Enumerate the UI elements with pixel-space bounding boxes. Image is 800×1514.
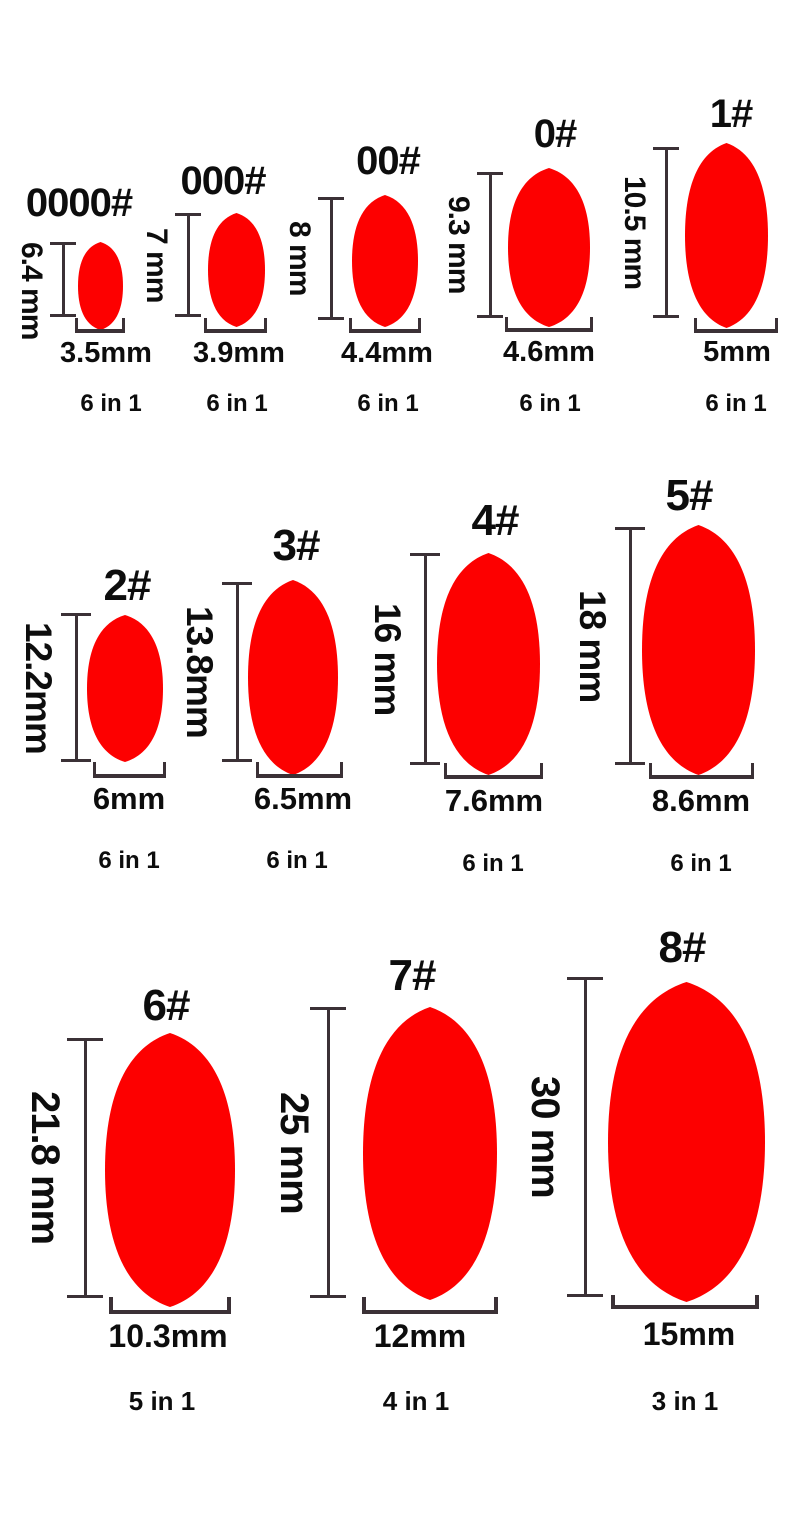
width-dimension-bracket bbox=[444, 763, 543, 779]
red-oval-float bbox=[87, 615, 163, 762]
width-dimension-label: 12mm bbox=[373, 1318, 467, 1354]
pack-count-label: 6 in 1 bbox=[80, 390, 142, 417]
height-dimension-label: 30 mm bbox=[523, 1076, 567, 1198]
width-dimension-bracket bbox=[75, 318, 125, 333]
size-number-label: 0000# bbox=[25, 181, 133, 225]
size-number-label: 8# bbox=[658, 923, 707, 972]
height-dimension-label: 18 mm bbox=[572, 589, 613, 703]
width-dimension-label: 10.3mm bbox=[108, 1318, 228, 1354]
width-dimension-bracket bbox=[694, 318, 778, 333]
pack-count-label: 3 in 1 bbox=[651, 1386, 719, 1416]
pack-count-label: 4 in 1 bbox=[382, 1386, 450, 1416]
height-dimension-label: 25 mm bbox=[272, 1091, 316, 1214]
width-dimension-bracket bbox=[256, 762, 343, 778]
size-number-label: 1# bbox=[709, 92, 753, 136]
height-dimension-line bbox=[175, 213, 201, 317]
height-dimension-label: 10.5 mm bbox=[618, 175, 651, 290]
red-oval-float bbox=[685, 143, 768, 328]
width-dimension-bracket bbox=[505, 317, 593, 332]
height-dimension-label: 16 mm bbox=[367, 602, 408, 716]
width-dimension-label: 3.5mm bbox=[60, 337, 152, 369]
pack-count-label: 6 in 1 bbox=[670, 850, 732, 877]
height-dimension-line bbox=[653, 147, 679, 318]
height-dimension-line bbox=[615, 527, 645, 765]
height-dimension-line bbox=[477, 172, 503, 318]
height-dimension-label: 6.4 mm bbox=[15, 242, 48, 340]
red-oval-float bbox=[352, 195, 418, 327]
pack-count-label: 6 in 1 bbox=[98, 847, 160, 874]
size-number-label: 6# bbox=[142, 981, 191, 1030]
pack-count-label: 6 in 1 bbox=[519, 390, 581, 417]
pack-count-label: 6 in 1 bbox=[266, 847, 328, 874]
size-number-label: 2# bbox=[103, 561, 152, 610]
width-dimension-label: 5mm bbox=[703, 336, 771, 368]
height-dimension-line bbox=[222, 582, 252, 762]
size-number-label: 3# bbox=[272, 521, 321, 570]
height-dimension-line bbox=[410, 553, 440, 765]
pack-count-label: 6 in 1 bbox=[462, 850, 524, 877]
width-dimension-label: 6.5mm bbox=[253, 781, 353, 816]
height-dimension-label: 8 mm bbox=[283, 221, 316, 296]
size-number-label: 4# bbox=[471, 496, 520, 545]
width-dimension-label: 6mm bbox=[92, 781, 166, 816]
height-dimension-line bbox=[310, 1007, 346, 1298]
height-dimension-label: 12.2mm bbox=[18, 621, 59, 754]
height-dimension-label: 21.8 mm bbox=[23, 1091, 67, 1245]
height-dimension-line bbox=[318, 197, 344, 320]
red-oval-float bbox=[248, 580, 338, 775]
height-dimension-label: 9.3 mm bbox=[442, 196, 475, 294]
pack-count-label: 6 in 1 bbox=[206, 390, 268, 417]
width-dimension-label: 4.6mm bbox=[503, 336, 595, 368]
height-dimension-label: 13.8mm bbox=[179, 606, 220, 738]
red-oval-float bbox=[642, 525, 755, 775]
width-dimension-label: 7.6mm bbox=[444, 783, 544, 818]
height-dimension-line bbox=[567, 977, 603, 1297]
height-dimension-label: 7 mm bbox=[140, 227, 173, 303]
width-dimension-bracket bbox=[362, 1297, 498, 1314]
height-dimension-line bbox=[67, 1038, 103, 1298]
width-dimension-bracket bbox=[611, 1295, 759, 1309]
size-number-label: 0# bbox=[533, 112, 577, 156]
width-dimension-bracket bbox=[93, 762, 166, 778]
red-oval-float bbox=[105, 1033, 235, 1307]
height-dimension-line bbox=[50, 242, 76, 317]
pack-count-label: 6 in 1 bbox=[357, 390, 419, 417]
red-oval-float bbox=[508, 168, 590, 327]
red-oval-float bbox=[363, 1007, 497, 1300]
size-number-label: 5# bbox=[665, 471, 714, 520]
size-number-label: 000# bbox=[180, 159, 267, 203]
width-dimension-bracket bbox=[109, 1297, 231, 1314]
size-number-label: 7# bbox=[388, 951, 437, 1000]
width-dimension-bracket bbox=[349, 318, 421, 333]
width-dimension-bracket bbox=[649, 763, 754, 779]
size-number-label: 00# bbox=[356, 139, 421, 183]
pack-count-label: 5 in 1 bbox=[128, 1386, 196, 1416]
red-oval-float bbox=[78, 242, 123, 330]
pack-count-label: 6 in 1 bbox=[705, 390, 767, 417]
red-oval-float bbox=[608, 982, 765, 1302]
red-oval-float bbox=[437, 553, 540, 775]
red-oval-float bbox=[208, 213, 265, 327]
width-dimension-label: 3.9mm bbox=[193, 337, 285, 369]
width-dimension-label: 4.4mm bbox=[341, 337, 433, 369]
width-dimension-bracket bbox=[204, 318, 267, 333]
width-dimension-label: 8.6mm bbox=[651, 783, 751, 818]
width-dimension-label: 15mm bbox=[642, 1316, 736, 1352]
height-dimension-line bbox=[61, 613, 91, 762]
